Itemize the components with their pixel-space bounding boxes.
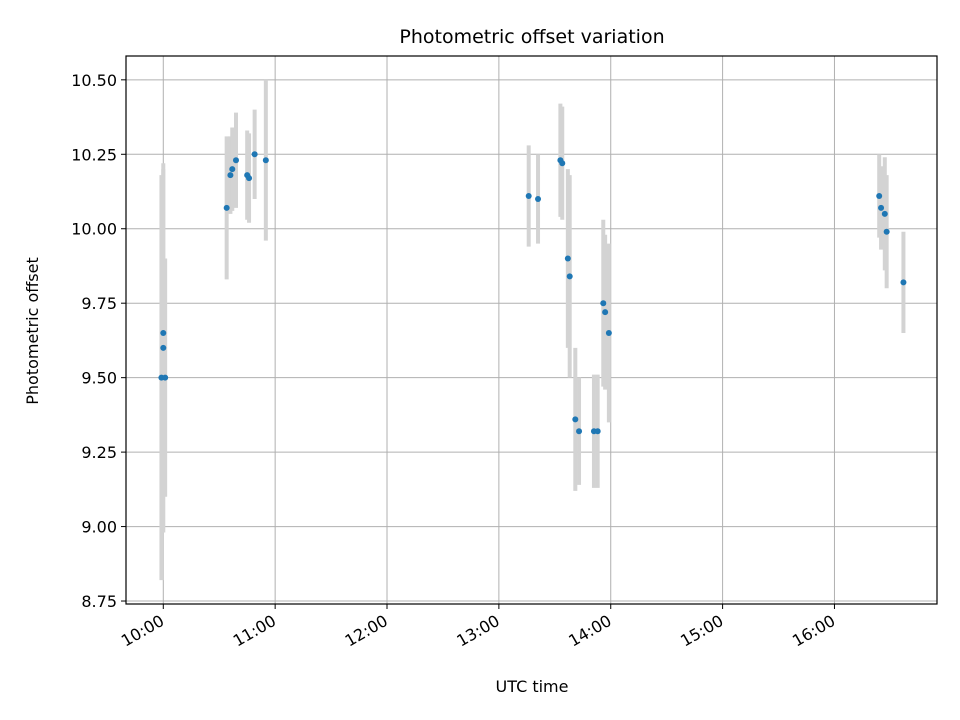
y-tick-label: 8.75 bbox=[81, 592, 117, 611]
data-point bbox=[232, 157, 239, 164]
y-tick-label: 10.25 bbox=[71, 145, 117, 164]
data-point bbox=[572, 416, 579, 423]
data-point bbox=[602, 309, 609, 316]
y-tick-label: 9.50 bbox=[81, 369, 117, 388]
data-point bbox=[525, 192, 532, 199]
data-point bbox=[223, 204, 230, 211]
data-point bbox=[576, 428, 583, 435]
y-tick-label: 10.00 bbox=[71, 220, 117, 239]
y-tick-label: 9.00 bbox=[81, 518, 117, 537]
data-point bbox=[876, 192, 883, 199]
data-point bbox=[559, 160, 566, 167]
y-tick-label: 9.75 bbox=[81, 294, 117, 313]
data-point bbox=[262, 157, 269, 164]
data-point bbox=[251, 151, 258, 158]
data-point bbox=[594, 428, 601, 435]
chart-title: Photometric offset variation bbox=[399, 26, 664, 48]
data-point bbox=[881, 210, 888, 217]
data-point bbox=[878, 204, 885, 211]
data-point bbox=[564, 255, 571, 262]
data-point bbox=[229, 166, 236, 173]
data-point bbox=[160, 344, 167, 351]
y-tick-label: 9.25 bbox=[81, 443, 117, 462]
data-point bbox=[535, 195, 542, 202]
data-point bbox=[162, 374, 169, 381]
data-point bbox=[883, 228, 890, 235]
data-point bbox=[160, 329, 167, 336]
plot-frame bbox=[125, 55, 938, 605]
x-axis-label: UTC time bbox=[496, 677, 569, 696]
data-point bbox=[566, 273, 573, 280]
y-axis-label: Photometric offset bbox=[23, 257, 42, 405]
data-point bbox=[605, 329, 612, 336]
data-point bbox=[900, 279, 907, 286]
data-points bbox=[158, 151, 907, 435]
y-axis-ticks: 8.75 9.00 9.25 9.50 9.75 10.00 10.25 10.50 bbox=[71, 71, 126, 611]
data-point bbox=[600, 300, 607, 307]
data-point bbox=[227, 172, 234, 179]
data-point bbox=[246, 175, 253, 182]
y-tick-label: 10.50 bbox=[71, 71, 117, 90]
